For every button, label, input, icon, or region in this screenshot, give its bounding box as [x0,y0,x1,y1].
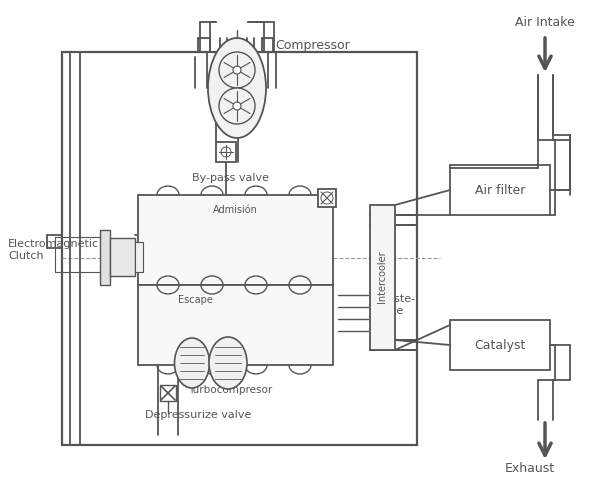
Bar [318,189,336,207]
Text: Air Intake: Air Intake [515,16,575,28]
Circle shape [233,66,241,74]
Bar [100,230,110,285]
Ellipse shape [174,338,209,388]
Text: Waste-
gate: Waste- gate [378,294,416,316]
Circle shape [219,88,255,124]
Text: Depressurize valve: Depressurize valve [145,410,251,420]
Bar [135,242,143,272]
Text: By-pass valve: By-pass valve [192,173,269,183]
Text: Intercooler: Intercooler [377,251,387,303]
Bar [138,195,333,285]
Ellipse shape [208,38,266,138]
Bar [450,165,550,215]
Circle shape [233,102,241,110]
Bar [62,52,417,445]
Bar [138,285,333,365]
Text: Turbocompresor: Turbocompresor [188,385,272,395]
Circle shape [219,52,255,88]
Text: Admisión: Admisión [212,205,258,215]
Text: Compressor: Compressor [275,39,350,51]
Text: Escape: Escape [178,295,213,305]
Ellipse shape [209,337,247,389]
Bar [370,205,395,350]
Text: Electromagnetic
Clutch: Electromagnetic Clutch [8,239,99,261]
Text: Catalyst: Catalyst [474,339,526,351]
Bar [160,385,176,401]
Bar [450,320,550,370]
Text: Exhaust: Exhaust [505,462,555,474]
Bar [110,238,135,276]
Bar [216,142,236,162]
Text: Air filter: Air filter [475,183,525,196]
